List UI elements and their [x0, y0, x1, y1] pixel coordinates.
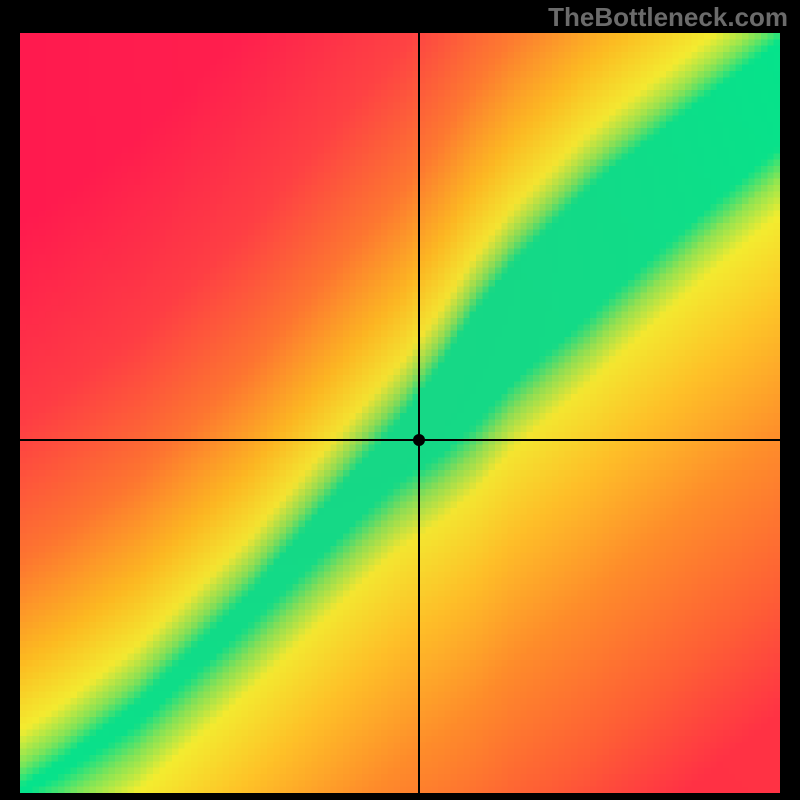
heatmap-canvas	[20, 33, 780, 793]
marker-dot	[413, 434, 425, 446]
watermark-text: TheBottleneck.com	[548, 2, 788, 33]
crosshair-vertical	[418, 33, 420, 793]
heatmap-plot-area	[20, 33, 780, 793]
crosshair-horizontal	[20, 439, 780, 441]
